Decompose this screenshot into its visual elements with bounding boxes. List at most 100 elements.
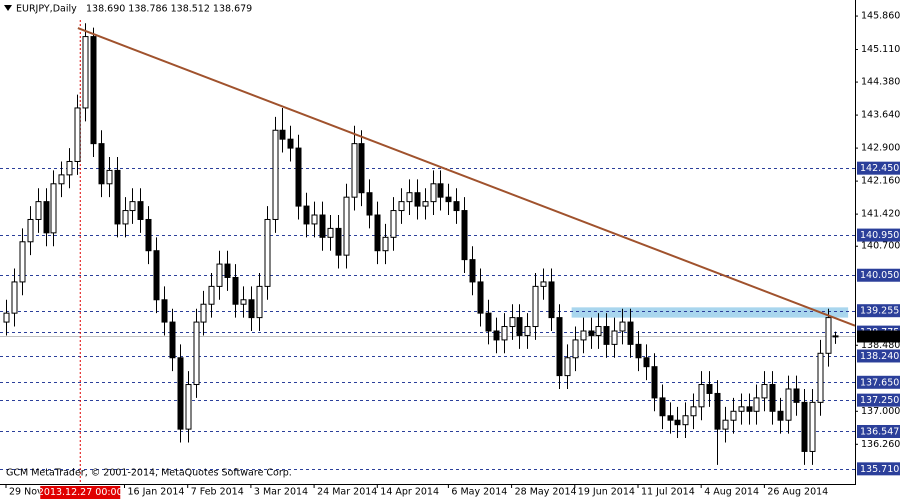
candle-body (532, 285, 539, 328)
candle-body (516, 317, 523, 336)
candle-body (287, 138, 294, 149)
candle-body (66, 160, 73, 176)
candle-body (351, 143, 358, 198)
level-badge-label: 137.250 (860, 395, 899, 406)
candle-body (422, 201, 429, 207)
candle-body (698, 384, 705, 408)
plot-area (0, 20, 856, 484)
x-tick-label: 7 Feb 2014 (191, 487, 244, 498)
level-badge-label: 137.650 (860, 377, 899, 388)
ohlc-label: 138.690 138.786 138.512 138.679 (86, 4, 252, 15)
x-tick-label: 29 Nov 2013 (9, 487, 70, 498)
level-badge-label: 140.950 (860, 230, 899, 241)
candle-body (437, 183, 444, 198)
x-tick-label: 6 May 2014 (451, 487, 507, 498)
candle-body (122, 210, 129, 225)
candle-body (588, 330, 595, 336)
x-tick-label: 26 Aug 2014 (767, 487, 828, 498)
candle-body (90, 36, 97, 145)
candle-body (722, 419, 729, 430)
candle-body (501, 326, 508, 341)
candle-body (738, 406, 745, 412)
level-badge-label: 140.050 (860, 270, 899, 281)
y-tick-label: 137.000 (861, 406, 900, 417)
level-badge (857, 304, 900, 318)
candle-body (3, 312, 10, 323)
level-badge-label: 135.710 (860, 464, 899, 475)
y-tick-label: 138.480 (861, 340, 900, 351)
candle-body (129, 201, 136, 212)
menu-triangle[interactable] (4, 5, 12, 11)
candle-body (335, 227, 342, 256)
candle-body (272, 129, 279, 220)
candle-body (761, 384, 768, 399)
y-tick-label: 136.260 (861, 439, 900, 450)
candle-body (777, 410, 784, 421)
candle-body (114, 169, 121, 225)
candle-body (793, 388, 800, 403)
candle-body (564, 357, 571, 377)
y-tick-label: 144.380 (861, 77, 900, 88)
candle-body (730, 410, 737, 421)
candle-body (374, 214, 381, 252)
candle-body (674, 419, 681, 426)
bid-badge (857, 330, 900, 343)
candle-body (469, 259, 476, 283)
level-badge (857, 349, 900, 363)
candle-body (295, 147, 302, 207)
candle-body (548, 281, 555, 319)
candle-body (82, 36, 89, 109)
candle-body (651, 366, 658, 399)
level-badge (857, 462, 900, 476)
candle-body (193, 321, 200, 386)
candle-body (145, 218, 152, 252)
candle-body (248, 299, 255, 319)
x-tick-label: 3 Mar 2014 (254, 487, 308, 498)
candle-body (319, 214, 326, 238)
candle-body (358, 143, 365, 194)
candle-body (98, 143, 105, 185)
candle-body (232, 276, 239, 305)
candle-body (430, 183, 437, 203)
candle-body (264, 218, 271, 287)
candle-body (461, 210, 468, 261)
candle-body (801, 401, 808, 452)
candle-body (627, 321, 634, 345)
candle-body (825, 317, 832, 354)
candle-body (556, 317, 563, 377)
candle-body (27, 218, 34, 243)
x-tick-label: 28 May 2014 (515, 487, 577, 498)
candle-body (809, 401, 816, 452)
candle-body (706, 384, 713, 394)
candle-body (406, 192, 413, 203)
y-tick-label: 142.160 (861, 176, 900, 187)
y-tick-label: 142.900 (861, 143, 900, 154)
trendline (77, 27, 856, 327)
candle-body (493, 330, 500, 341)
candle-body (398, 201, 405, 212)
candle-body (445, 196, 452, 203)
candle-body (690, 406, 697, 417)
crosshair-badge (40, 486, 121, 499)
level-badge (857, 393, 900, 407)
zone (571, 307, 849, 318)
candle-body (603, 326, 610, 345)
candle-body (817, 352, 824, 403)
candle-body (74, 107, 81, 162)
candle-body (832, 335, 839, 338)
candle-body (509, 317, 516, 328)
candle-body (667, 415, 674, 421)
candle-body (785, 388, 792, 421)
candle-body (58, 174, 65, 185)
candle-body (208, 285, 215, 305)
candle-body (11, 281, 18, 314)
level-badge-label: 139.255 (860, 306, 899, 317)
candle-body (453, 201, 460, 212)
symbol-label: EURJPY,Daily (16, 4, 77, 15)
level-badge (857, 268, 900, 282)
level-badge (857, 375, 900, 389)
candle-body (769, 384, 776, 412)
candle-body (256, 285, 263, 319)
